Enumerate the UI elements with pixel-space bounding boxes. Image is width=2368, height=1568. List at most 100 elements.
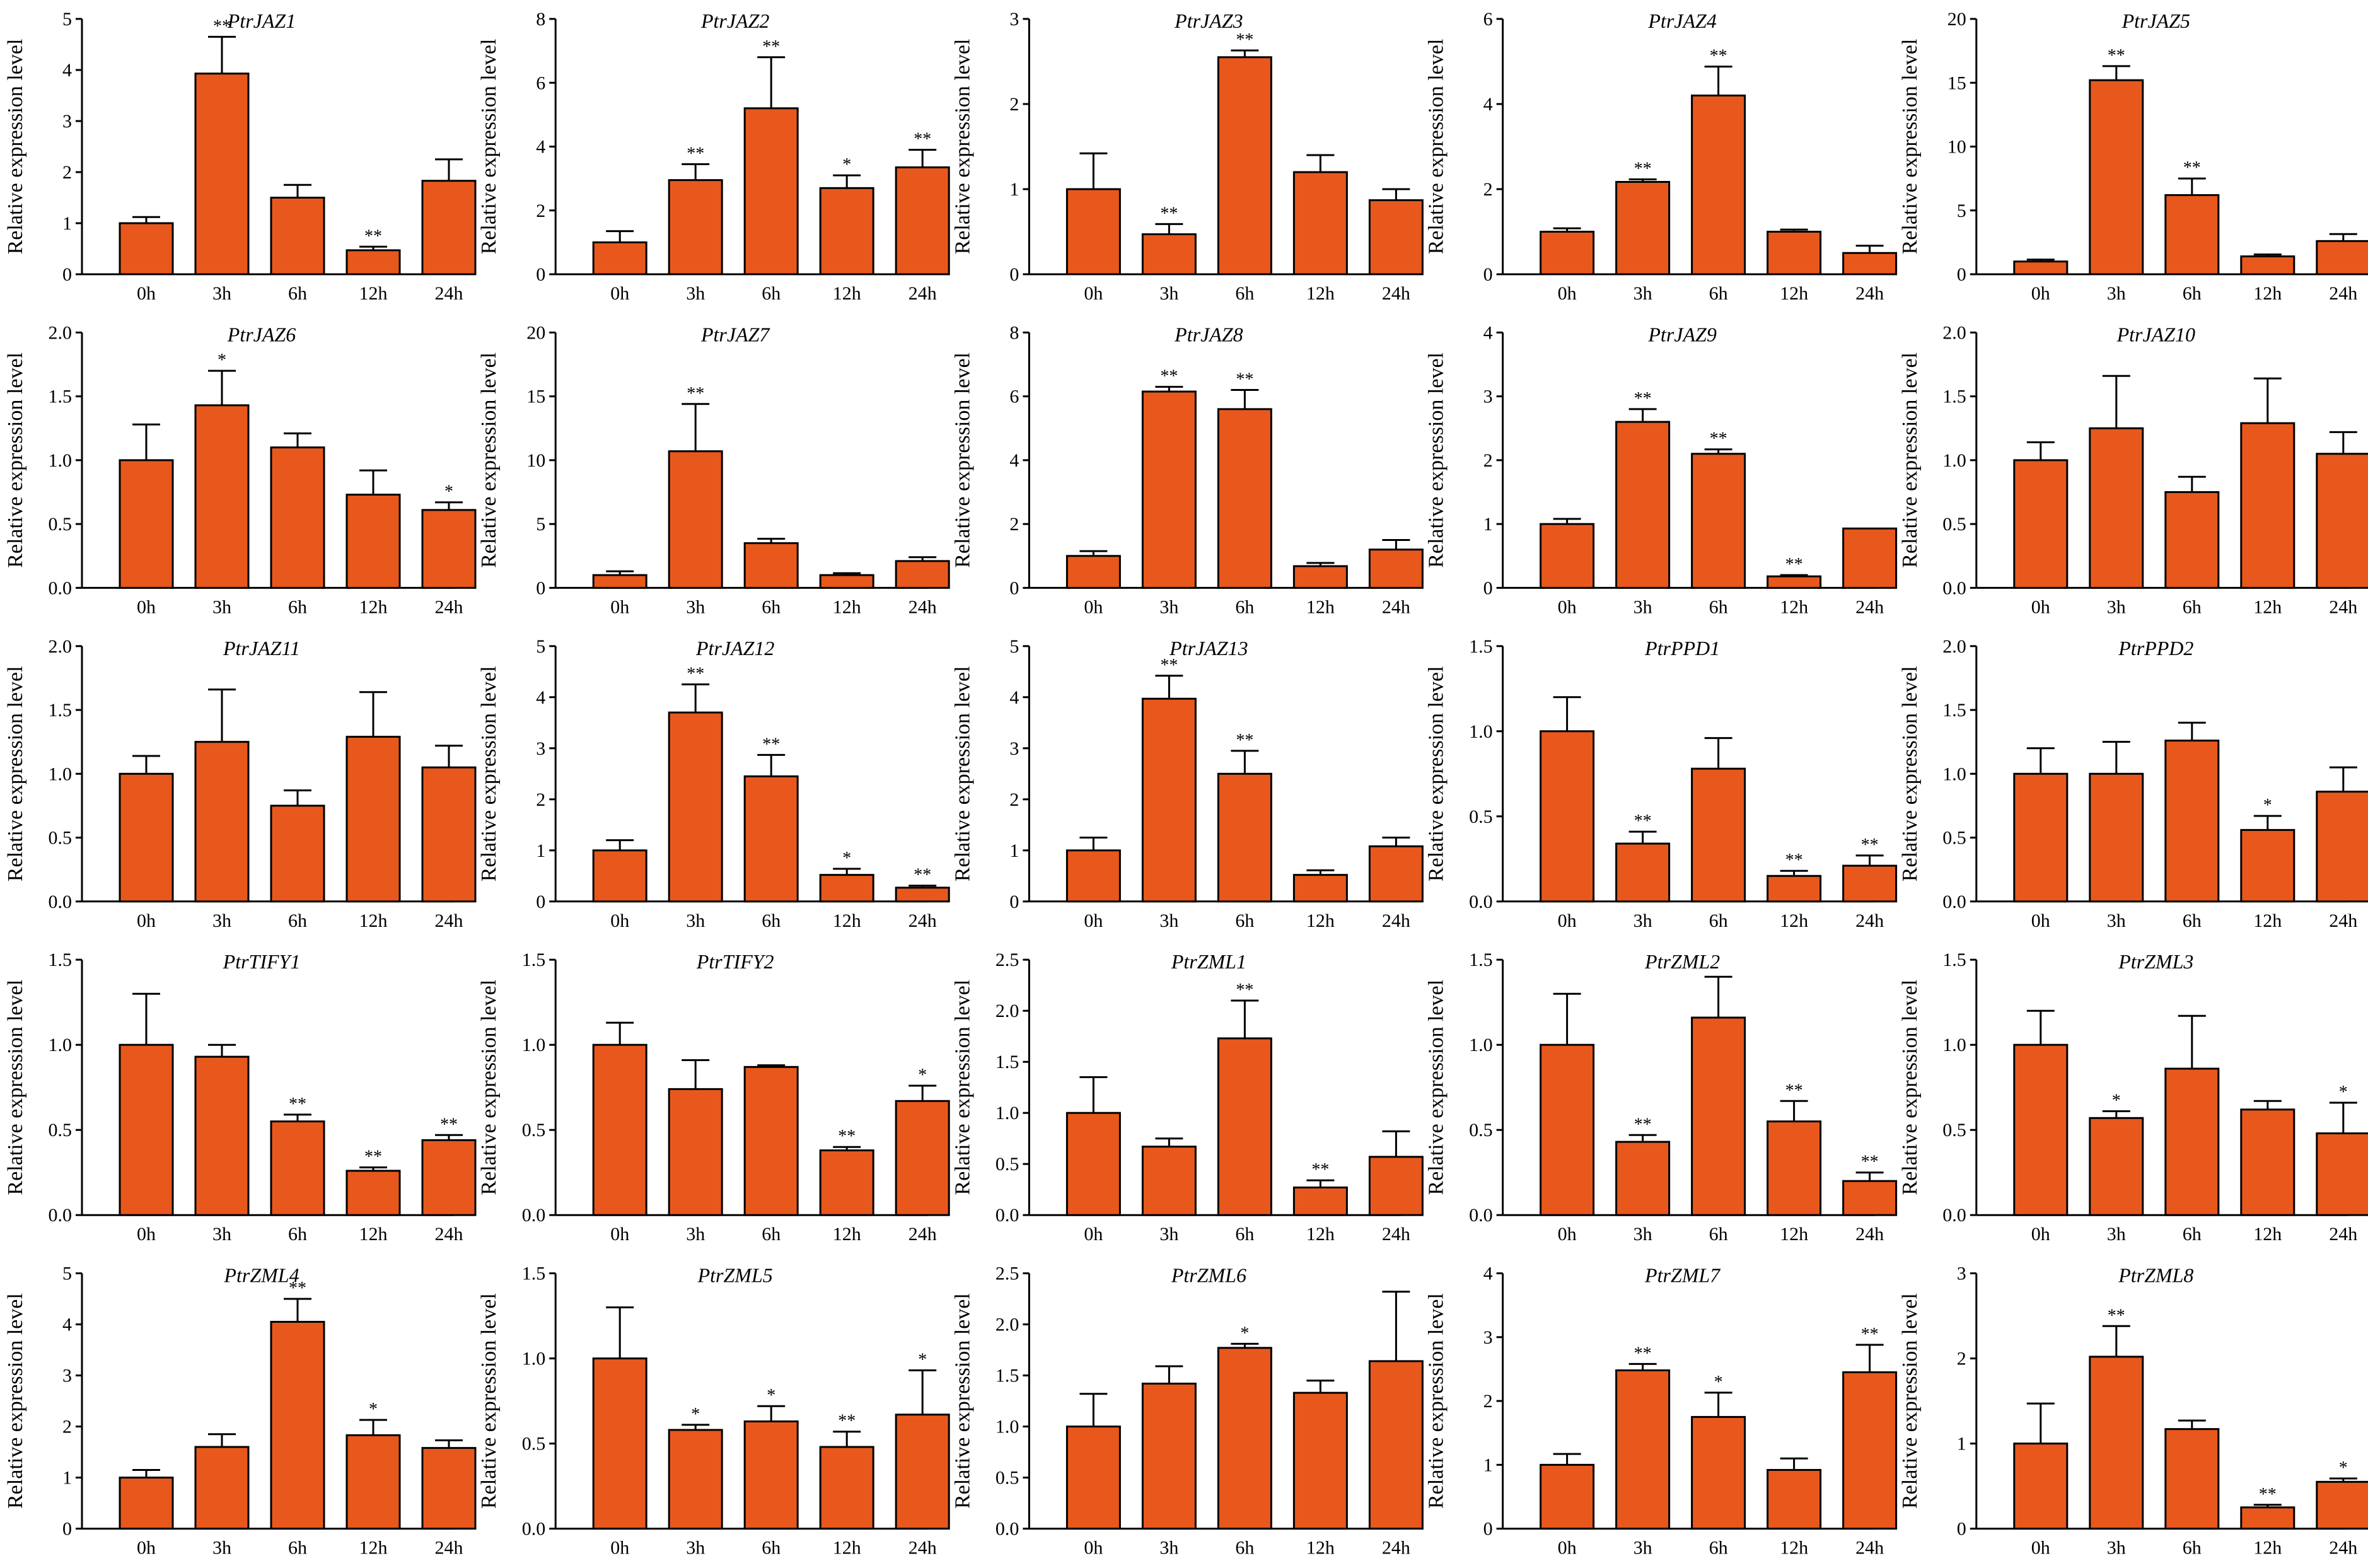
y-tick-label: 1	[1009, 179, 1019, 200]
x-tick-label: 0h	[610, 910, 629, 931]
significance-label: **	[687, 665, 704, 684]
bar	[194, 73, 250, 276]
y-tick-label: 0.0	[49, 891, 73, 912]
bar	[1540, 231, 1595, 276]
y-tick-label: 1	[1009, 840, 1019, 861]
bar	[421, 766, 477, 903]
y-tick-label: 1.5	[995, 1366, 1019, 1386]
significance-label: **	[1861, 1153, 1879, 1172]
x-tick-label: 0h	[1084, 283, 1103, 304]
x-tick-label: 24h	[1855, 283, 1884, 304]
bar	[345, 736, 401, 903]
bar	[1615, 842, 1671, 903]
significance-label: **	[838, 1412, 856, 1431]
bar	[2089, 1356, 2144, 1530]
x-tick-label: 3h	[1634, 283, 1652, 304]
x-tick-label: 6h	[1235, 1224, 1254, 1245]
y-tick-label: 6	[1483, 9, 1493, 30]
bar	[668, 1429, 723, 1530]
x-tick-label: 12h	[833, 910, 861, 931]
bar	[2316, 1480, 2368, 1530]
bar	[1842, 1371, 1898, 1530]
x-tick-label: 6h	[1709, 1224, 1728, 1245]
y-axis-label: Relative expression level	[4, 1293, 27, 1509]
x-tick-label: 24h	[1382, 910, 1410, 931]
x-tick-label: 6h	[762, 596, 781, 617]
x-tick-label: 6h	[2183, 1224, 2202, 1245]
significance-label: **	[1634, 389, 1652, 409]
y-axis-label: Relative expression level	[4, 980, 27, 1195]
y-axis-label: Relative expression level	[1425, 39, 1448, 255]
x-tick-label: 6h	[762, 283, 781, 304]
bar	[1615, 181, 1671, 276]
bar	[592, 1357, 647, 1530]
y-tick-label: 0.5	[995, 1154, 1019, 1175]
chart-title: PtrPPD2	[2118, 637, 2193, 659]
y-tick-label: 0.0	[1942, 578, 1966, 598]
bar	[2240, 422, 2295, 589]
bar	[1767, 1120, 1822, 1216]
chart-title: PtrZML8	[2118, 1264, 2193, 1287]
y-tick-label: 1.5	[1942, 386, 1966, 407]
x-tick-label: 24h	[908, 910, 937, 931]
chart-title: PtrJAZ1	[227, 9, 296, 32]
bar	[2316, 240, 2368, 276]
significance-label: *	[842, 849, 851, 868]
significance-label: **	[2259, 1485, 2277, 1504]
bar	[1842, 252, 1898, 276]
y-tick-label: 2	[62, 162, 72, 183]
x-tick-label: 12h	[833, 1538, 861, 1559]
chart-title: PtrJAZ6	[227, 323, 296, 346]
chart-panel: Relative expression level 0.0 0.5 1.0 1.5 Ptr…	[1425, 950, 1898, 1245]
bar	[194, 1446, 250, 1530]
x-tick-label: 12h	[1780, 596, 1808, 617]
y-tick-label: 0	[1483, 1519, 1493, 1540]
significance-label: *	[767, 1386, 775, 1405]
x-tick-label: 3h	[2107, 283, 2126, 304]
y-axis-label: Relative expression level	[951, 980, 974, 1195]
bar	[119, 459, 174, 589]
y-tick-label: 2	[1483, 450, 1493, 471]
x-tick-label: 0h	[2031, 283, 2050, 304]
x-tick-label: 0h	[2031, 1224, 2050, 1245]
x-tick-label: 3h	[2107, 910, 2126, 931]
bar	[2013, 1443, 2069, 1530]
y-tick-label: 5	[1957, 200, 1966, 221]
bar	[1292, 171, 1348, 276]
significance-label: **	[1710, 47, 1727, 66]
chart-panel: Relative expression level 0 2 4 6 8 PtrJAZ2 0h *…	[477, 9, 950, 304]
y-tick-label: 4	[1009, 450, 1019, 471]
y-axis-label: Relative expression level	[951, 352, 974, 568]
chart-title: PtrJAZ5	[2121, 9, 2190, 32]
bar	[2013, 772, 2069, 903]
significance-label: **	[213, 16, 231, 36]
x-tick-label: 3h	[686, 910, 705, 931]
y-tick-label: 5	[62, 1263, 72, 1284]
significance-label: **	[289, 1095, 306, 1114]
x-tick-label: 24h	[2329, 283, 2357, 304]
bar	[2240, 828, 2295, 903]
bar	[1065, 1426, 1121, 1530]
bar	[895, 886, 950, 903]
y-tick-label: 5	[62, 9, 72, 30]
chart-title: PtrJAZ10	[2116, 323, 2195, 346]
x-tick-label: 0h	[1558, 910, 1577, 931]
y-axis-label: Relative expression level	[1898, 980, 1922, 1195]
bar	[2164, 491, 2220, 589]
y-axis-label: Relative expression level	[1425, 352, 1448, 568]
chart-panel: Relative expression level 0.0 0.5 1.0 1.5 Ptr…	[1898, 950, 2368, 1245]
bar	[1368, 1360, 1424, 1530]
bar	[743, 107, 799, 276]
y-axis-label: Relative expression level	[477, 1293, 501, 1509]
y-tick-label: 1.0	[1469, 1035, 1493, 1055]
bar	[1292, 1391, 1348, 1530]
y-axis-label: Relative expression level	[1898, 352, 1922, 568]
x-tick-label: 0h	[137, 283, 156, 304]
x-tick-label: 6h	[762, 1538, 781, 1559]
x-tick-label: 24h	[1855, 1224, 1884, 1245]
chart-title: PtrZML2	[1644, 950, 1720, 973]
y-tick-label: 1	[62, 1468, 72, 1489]
y-tick-label: 0.5	[49, 1120, 73, 1141]
bar	[270, 804, 325, 903]
